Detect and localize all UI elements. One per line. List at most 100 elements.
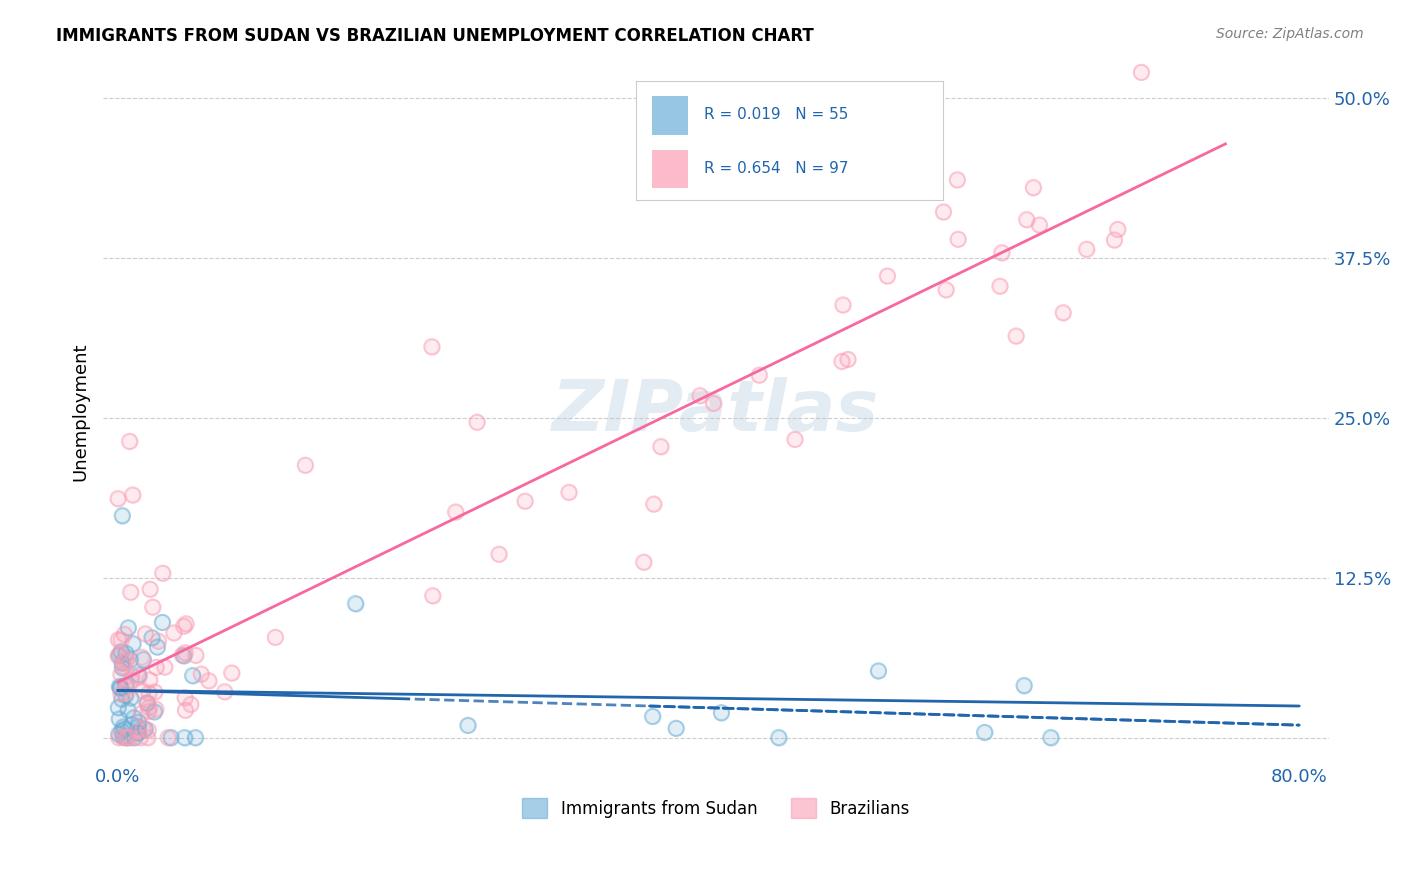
Point (145, 702, 167, 716)
Point (143, 685, 166, 699)
Point (1039, 731, 1062, 745)
Point (124, 731, 146, 745)
Point (143, 705, 166, 719)
Point (107, 648, 129, 663)
Point (876, 268, 898, 283)
Point (172, 648, 194, 662)
Point (174, 616, 197, 631)
Point (876, 268, 898, 283)
Point (946, 173, 969, 187)
Point (1005, 329, 1028, 343)
Point (107, 491, 129, 506)
Point (710, 706, 733, 720)
Point (172, 648, 194, 662)
Point (110, 645, 132, 659)
Point (107, 731, 129, 745)
Point (152, 566, 174, 581)
Text: Source: ZipAtlas.com: Source: ZipAtlas.com (1216, 27, 1364, 41)
Point (146, 640, 169, 654)
Point (422, 589, 444, 603)
Point (641, 709, 664, 723)
Point (107, 727, 129, 741)
Point (214, 684, 236, 698)
Point (134, 627, 156, 641)
Point (128, 670, 150, 684)
Point (1015, 212, 1038, 227)
Point (111, 656, 134, 670)
Point (444, 505, 467, 519)
Point (115, 647, 138, 661)
Point (139, 582, 162, 597)
Point (513, 494, 536, 508)
Point (837, 352, 859, 367)
Point (120, 731, 142, 745)
Point (114, 722, 136, 736)
Point (173, 648, 195, 663)
Point (108, 648, 131, 663)
Point (121, 669, 143, 683)
Point (112, 730, 135, 744)
Point (111, 692, 134, 706)
Point (128, 715, 150, 730)
Point (114, 678, 136, 692)
Legend: Immigrants from Sudan, Brazilians: Immigrants from Sudan, Brazilians (516, 791, 917, 825)
Point (115, 681, 138, 695)
Point (124, 731, 146, 745)
Point (107, 727, 129, 741)
Point (129, 731, 152, 745)
Point (988, 279, 1011, 293)
Point (1076, 242, 1098, 256)
Point (160, 731, 183, 745)
Point (114, 688, 136, 702)
Point (110, 632, 132, 647)
Point (110, 632, 132, 647)
Point (110, 681, 132, 695)
Point (111, 661, 134, 675)
Point (142, 600, 165, 615)
Point (115, 655, 138, 669)
Point (131, 684, 153, 698)
Point (128, 668, 150, 682)
Point (118, 434, 141, 449)
Point (174, 616, 197, 631)
Point (148, 634, 170, 648)
Point (748, 368, 770, 383)
Point (136, 731, 159, 745)
Point (120, 717, 142, 731)
Point (138, 686, 160, 700)
Point (115, 652, 138, 666)
Point (1012, 679, 1035, 693)
Point (115, 647, 138, 661)
Point (132, 722, 155, 736)
Point (108, 712, 131, 726)
Point (837, 119, 859, 133)
Point (139, 582, 162, 597)
Point (702, 396, 724, 410)
Point (1130, 65, 1153, 79)
Point (831, 354, 853, 368)
Point (174, 690, 197, 705)
Point (973, 725, 995, 739)
Point (145, 702, 167, 716)
Point (121, 669, 143, 683)
Point (633, 555, 655, 569)
Point (935, 283, 957, 297)
Point (107, 700, 129, 714)
Point (122, 711, 145, 725)
Point (184, 648, 207, 663)
Point (108, 680, 131, 694)
Text: ZIPatlas: ZIPatlas (553, 376, 880, 446)
Point (127, 726, 149, 740)
Point (138, 700, 160, 714)
Point (120, 673, 142, 688)
Point (488, 547, 510, 561)
Point (112, 730, 135, 744)
Point (115, 731, 138, 745)
Point (120, 673, 142, 688)
Point (115, 652, 138, 666)
Point (146, 640, 169, 654)
Point (710, 706, 733, 720)
Point (163, 625, 186, 640)
Point (117, 621, 139, 635)
Point (1052, 305, 1074, 319)
